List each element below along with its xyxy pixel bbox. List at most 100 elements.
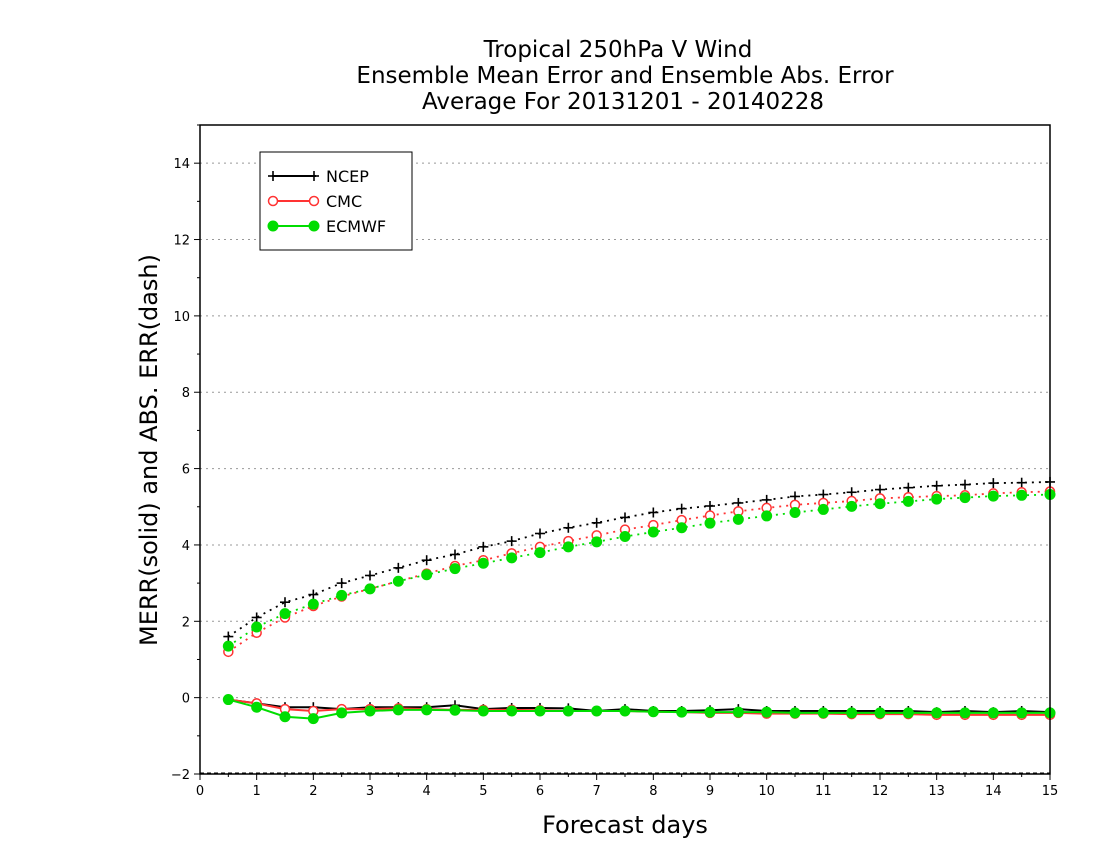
mean-error-point <box>704 706 716 718</box>
abs-error-point <box>223 631 234 642</box>
abs-error-point <box>704 517 716 529</box>
abs-error-point <box>789 506 801 518</box>
gridlines <box>200 162 1050 774</box>
abs-error-point <box>676 522 688 534</box>
legend-marker <box>267 220 279 232</box>
mean-error-point <box>421 704 433 716</box>
x-tick-label: 9 <box>706 784 714 799</box>
abs-error-point <box>988 478 999 489</box>
abs-error-point <box>676 503 687 514</box>
legend: NCEP CMC ECMWF <box>259 151 413 251</box>
legend-label: CMC <box>326 192 362 211</box>
y-tick-label: −2 <box>171 768 190 783</box>
mean-error-point <box>817 707 829 719</box>
mean-error-point <box>676 706 688 718</box>
series-layer <box>222 476 1056 725</box>
mean-error-point <box>392 704 404 716</box>
x-tick-label: 5 <box>479 784 487 799</box>
y-axis: −2 0 2 4 6 8 10 12 14 <box>171 124 200 783</box>
abs-error-point <box>648 507 659 518</box>
x-axis: 0 1 2 3 4 5 6 7 8 9 10 11 12 13 14 15 <box>196 774 1058 799</box>
mean-error-point <box>449 704 461 716</box>
abs-error-point <box>620 512 630 523</box>
mean-error-point <box>477 705 489 717</box>
abs-error-point <box>987 490 999 502</box>
abs-error-point <box>222 640 234 652</box>
abs-error-point <box>931 493 943 505</box>
abs-error-point <box>506 536 517 547</box>
abs-error-point <box>421 569 433 581</box>
x-tick-label: 13 <box>928 784 945 799</box>
abs-error-point <box>959 492 971 504</box>
y-tick-label: 4 <box>182 539 190 554</box>
abs-error-point <box>903 482 914 493</box>
abs-error-line <box>227 490 1051 653</box>
x-tick-label: 4 <box>423 784 431 799</box>
mean-error-point <box>251 701 263 713</box>
mean-error-point <box>902 707 914 719</box>
abs-error-point <box>421 555 432 566</box>
legend-item-ncep: NCEP <box>268 167 369 186</box>
abs-error-point <box>562 541 574 553</box>
y-tick-label: 6 <box>182 463 190 478</box>
abs-error-point <box>732 513 744 525</box>
x-tick-label: 11 <box>815 784 832 799</box>
y-tick-label: 12 <box>173 234 190 249</box>
mean-error-point <box>562 705 574 717</box>
series-ncep <box>223 476 1055 718</box>
abs-error-point <box>960 479 970 490</box>
y-tick-label: 14 <box>173 157 190 172</box>
abs-error-point <box>591 536 603 548</box>
abs-error-point <box>874 498 886 510</box>
legend-marker <box>308 195 320 207</box>
legend-label: NCEP <box>326 167 369 186</box>
x-tick-label: 1 <box>253 784 261 799</box>
x-tick-label: 6 <box>536 784 544 799</box>
abs-error-point <box>251 612 262 623</box>
abs-error-point <box>478 541 489 552</box>
abs-error-point <box>1016 477 1027 488</box>
mean-error-point <box>222 694 234 706</box>
abs-error-point <box>336 578 347 589</box>
y-tick-label: 10 <box>173 310 190 325</box>
mean-error-point <box>874 707 886 719</box>
abs-error-point <box>336 589 348 601</box>
abs-error-point <box>392 575 404 587</box>
x-tick-label: 2 <box>309 784 317 799</box>
legend-marker <box>309 171 319 181</box>
abs-error-point <box>477 557 489 569</box>
mean-error-point <box>336 707 348 719</box>
mean-error-point <box>987 707 999 719</box>
mean-error-point <box>506 705 518 717</box>
abs-error-point <box>1016 489 1028 501</box>
abs-error-point <box>619 531 631 543</box>
mean-error-point <box>959 707 971 719</box>
abs-error-point <box>535 528 545 539</box>
abs-error-point <box>591 517 602 528</box>
mean-error-point <box>279 711 291 723</box>
series-ecmwf <box>222 489 1056 725</box>
mean-error-point <box>534 705 546 717</box>
abs-error-point <box>365 570 375 581</box>
x-tick-label: 7 <box>593 784 601 799</box>
mean-error-point <box>761 706 773 718</box>
chart-title: Tropical 250hPa V Wind Ensemble Mean Err… <box>356 37 894 115</box>
abs-error-point <box>449 563 461 575</box>
mean-error-point <box>307 713 319 725</box>
y-axis-label: MERR(solid) and ABS. ERR(dash) <box>135 254 163 646</box>
abs-error-point <box>308 589 319 600</box>
y-tick-label: 8 <box>182 386 190 401</box>
abs-error-point <box>875 484 885 495</box>
legend-item-ecmwf: ECMWF <box>267 217 386 236</box>
x-tick-label: 12 <box>872 784 889 799</box>
abs-error-point <box>450 549 460 560</box>
legend-item-cmc: CMC <box>267 192 362 211</box>
mean-error-point <box>1016 707 1028 719</box>
x-tick-label: 14 <box>985 784 1002 799</box>
mean-error-point <box>364 705 376 717</box>
series-cmc <box>223 486 1056 721</box>
abs-error-point <box>393 562 404 573</box>
abs-error-point <box>902 495 914 507</box>
x-tick-label: 10 <box>758 784 775 799</box>
